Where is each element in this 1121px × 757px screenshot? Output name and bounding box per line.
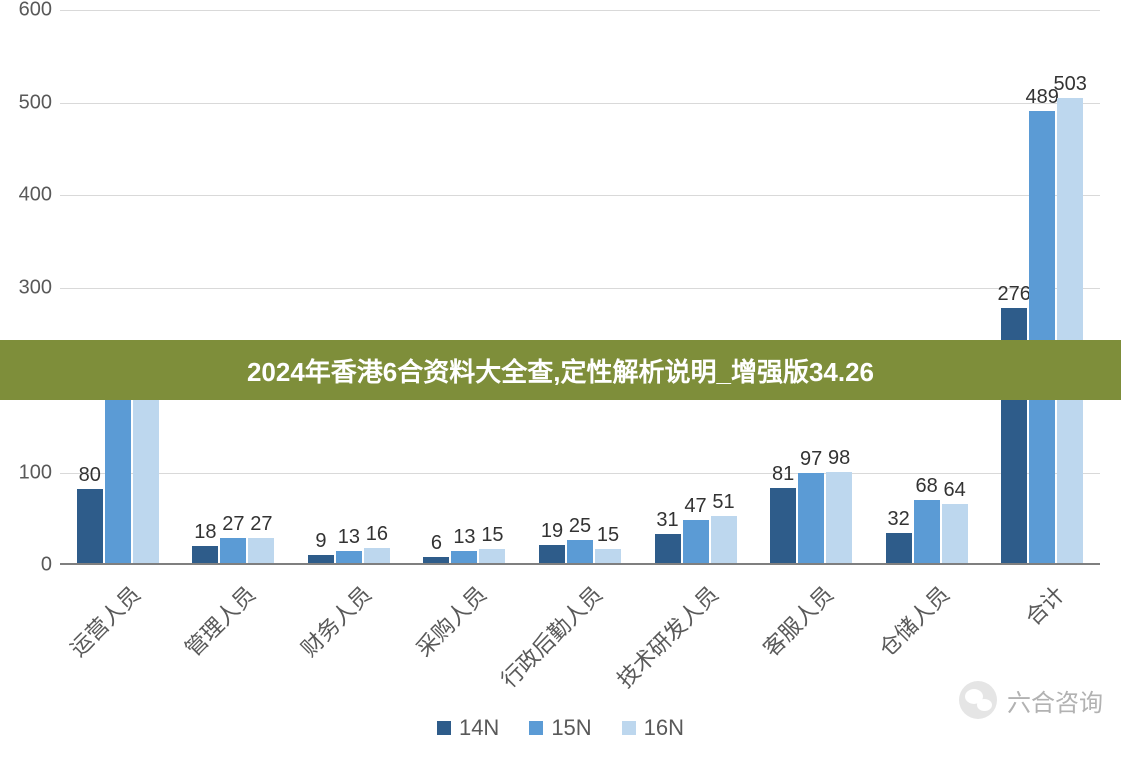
bar: 18: [192, 546, 218, 563]
bar-value-label: 27: [250, 513, 272, 536]
bar-value-label: 81: [772, 463, 794, 486]
watermark-text: 六合咨询: [1007, 683, 1103, 718]
bar: 47: [683, 520, 709, 563]
bar-value-label: 25: [569, 515, 591, 538]
bar-group: 182727: [192, 538, 274, 563]
overlay-text: 2024年香港6合资料大全查,定性解析说明_增强版34.26: [247, 352, 874, 389]
bar: 489: [1029, 111, 1055, 563]
bar-group: 819798: [770, 472, 852, 563]
bar: 15: [595, 549, 621, 563]
x-category-label: 客服人员: [755, 578, 840, 663]
bar: 32: [886, 533, 912, 563]
bar: 80: [77, 489, 103, 563]
gridline: [60, 195, 1100, 196]
bar-value-label: 32: [888, 508, 910, 531]
bar-value-label: 31: [656, 509, 678, 532]
bar: 25: [567, 540, 593, 563]
chart-container: 0100200300400500600801992171827279131661…: [60, 10, 1100, 565]
bar-value-label: 47: [684, 495, 706, 518]
plot-area: 0100200300400500600801992171827279131661…: [60, 10, 1100, 565]
bar-value-label: 64: [944, 479, 966, 502]
x-category-label: 运营人员: [62, 578, 147, 663]
y-tick-label: 0: [2, 554, 52, 577]
bar: 13: [336, 551, 362, 563]
bar-group: 192515: [539, 540, 621, 563]
bar-value-label: 13: [338, 526, 360, 549]
bar: 81: [770, 488, 796, 563]
bar: 13: [451, 551, 477, 563]
bar-value-label: 97: [800, 448, 822, 471]
bar: 64: [942, 504, 968, 563]
gridline: [60, 103, 1100, 104]
bar-value-label: 80: [79, 464, 101, 487]
bar: 199: [105, 379, 131, 563]
bar-value-label: 19: [541, 520, 563, 543]
bar-value-label: 13: [453, 526, 475, 549]
bar-value-label: 51: [712, 491, 734, 514]
x-category-label: 行政后勤人员: [493, 578, 609, 694]
wechat-icon: [959, 681, 997, 719]
chart-legend: 14N 15N 16N: [0, 715, 1121, 741]
gridline: [60, 473, 1100, 474]
bar-value-label: 27: [222, 513, 244, 536]
bar-value-label: 6: [431, 532, 442, 555]
bar-value-label: 16: [366, 523, 388, 546]
legend-swatch: [622, 721, 636, 735]
bar-value-label: 15: [481, 524, 503, 547]
bar-value-label: 276: [998, 283, 1031, 306]
bar-value-label: 18: [194, 521, 216, 544]
bar-group: 61315: [423, 549, 505, 563]
x-category-label: 管理人员: [177, 578, 262, 663]
bar: 27: [220, 538, 246, 563]
bar: 6: [423, 557, 449, 563]
x-category-label: 采购人员: [408, 578, 493, 663]
bar-value-label: 15: [597, 524, 619, 547]
bar-group: 314751: [655, 516, 737, 563]
bar: 503: [1057, 98, 1083, 563]
legend-item: 14N: [437, 715, 499, 741]
x-category-label: 技术研发人员: [608, 578, 724, 694]
bar-value-label: 68: [916, 475, 938, 498]
bar-group: 326864: [886, 500, 968, 563]
bar: 16: [364, 548, 390, 563]
bar-value-label: 503: [1054, 73, 1087, 96]
y-tick-label: 300: [2, 276, 52, 299]
x-category-label: 仓储人员: [870, 578, 955, 663]
bar-group: 276489503: [1001, 98, 1083, 563]
legend-label: 16N: [644, 715, 684, 741]
bar: 68: [914, 500, 940, 563]
bar-value-label: 98: [828, 447, 850, 470]
bar: 97: [798, 473, 824, 563]
y-tick-label: 400: [2, 184, 52, 207]
bar: 15: [479, 549, 505, 563]
legend-swatch: [437, 721, 451, 735]
legend-label: 15N: [551, 715, 591, 741]
y-tick-label: 500: [2, 91, 52, 114]
bar: 51: [711, 516, 737, 563]
legend-label: 14N: [459, 715, 499, 741]
bar: 9: [308, 555, 334, 563]
bar-value-label: 9: [315, 530, 326, 553]
x-category-label: 合计: [1017, 578, 1071, 632]
x-category-label: 财务人员: [293, 578, 378, 663]
gridline: [60, 10, 1100, 11]
legend-item: 16N: [622, 715, 684, 741]
watermark: 六合咨询: [959, 681, 1103, 719]
bar: 98: [826, 472, 852, 563]
y-tick-label: 600: [2, 0, 52, 22]
bar: 27: [248, 538, 274, 563]
bar-group: 91316: [308, 548, 390, 563]
bar: 31: [655, 534, 681, 563]
legend-swatch: [529, 721, 543, 735]
bar: 19: [539, 545, 565, 563]
gridline: [60, 288, 1100, 289]
y-tick-label: 100: [2, 461, 52, 484]
overlay-banner: 2024年香港6合资料大全查,定性解析说明_增强版34.26: [0, 340, 1121, 400]
legend-item: 15N: [529, 715, 591, 741]
